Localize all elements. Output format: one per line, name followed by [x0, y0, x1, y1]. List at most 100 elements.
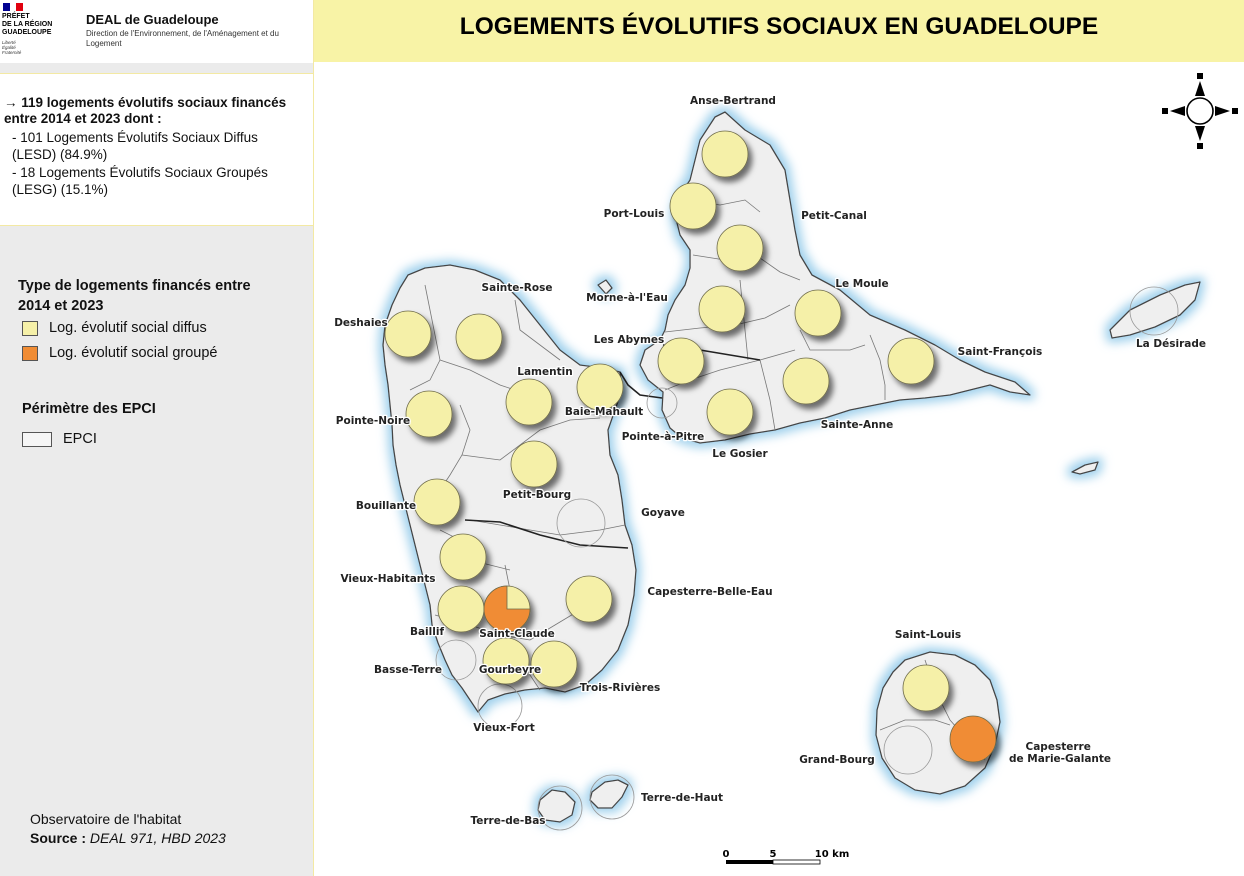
marker-goyave-empty [556, 498, 606, 548]
label-anse-bertrand: Anse-Bertrand [690, 95, 776, 107]
prefecture-name: PRÉFET DE LA RÉGION GUADELOUPE [2, 13, 52, 37]
symbol-saint-louis [902, 664, 950, 712]
north-arrow-n [1195, 81, 1205, 96]
symbol-les-abymes [657, 337, 705, 385]
symbol-baillif [437, 585, 485, 633]
sidebar-panel: PRÉFET DE LA RÉGION GUADELOUPE Liberté É… [0, 0, 314, 876]
label-grand-bourg: Grand-Bourg [799, 754, 875, 766]
epci-line [619, 371, 663, 399]
prefecture-line-1: PRÉFET [2, 13, 30, 20]
boundary-line [879, 719, 951, 731]
epci-legend-title: Périmètre des EPCI [22, 401, 156, 417]
scale-bar: 0 5 10 km [723, 849, 849, 865]
label-basse-terre: Basse-Terre [374, 664, 442, 676]
label-baie-mahault: Baie-Mahault [565, 406, 643, 418]
label-petit-bourg: Petit-Bourg [503, 489, 571, 501]
north-arrow-s [1195, 126, 1205, 141]
symbol-saint-claude-groupe [483, 585, 531, 633]
legend-title: Type de logements financés entre 2014 et… [18, 278, 251, 314]
symbol-saint-claude [483, 585, 531, 633]
label-sainte-anne: Sainte-Anne [821, 419, 893, 431]
label-goyave: Goyave [641, 507, 685, 519]
label-la-desirade: La Désirade [1136, 338, 1206, 350]
map-svg: Anse-Bertrand Port-Louis Petit-Canal Mor… [333, 73, 1238, 865]
motto-line-3: Fraternité [2, 50, 22, 55]
observatory-label: Observatoire de l'habitat [30, 811, 182, 827]
label-pointe-noire: Pointe-Noire [336, 415, 410, 427]
symbol-deshaies [384, 310, 432, 358]
terre-de-bas-island [537, 789, 576, 823]
label-petit-canal: Petit-Canal [801, 210, 867, 222]
scale-label-5: 5 [770, 849, 777, 860]
label-le-moule: Le Moule [835, 278, 888, 290]
label-le-gosier: Le Gosier [712, 448, 768, 460]
label-capesterre-belle-eau: Capesterre-Belle-Eau [647, 586, 772, 598]
labels-layer: Anse-Bertrand Port-Louis Petit-Canal Mor… [333, 94, 1207, 829]
source-footer: Observatoire de l'habitat Source : DEAL … [30, 810, 226, 848]
symbol-le-moule [794, 289, 842, 337]
legend-swatch-groupe [22, 345, 38, 361]
label-saint-claude: Saint-Claude [479, 628, 555, 640]
symbol-petit-bourg [510, 440, 558, 488]
boundary-line [439, 359, 516, 391]
summary-item-lesg: - 18 Logements Évolutifs Sociaux Groupés… [12, 165, 268, 197]
boundary-line [759, 359, 776, 431]
symbol-saint-francois [887, 337, 935, 385]
motto-line-1: Liberté [2, 40, 16, 45]
symbol-morne-a-l-eau [698, 285, 746, 333]
label-terre-de-bas: Terre-de-Bas [470, 815, 545, 827]
petite-terre-island [1071, 461, 1099, 475]
symbol-capesterre-belle-eau [565, 575, 613, 623]
symbol-sainte-anne [782, 357, 830, 405]
label-terre-de-haut: Terre-de-Haut [641, 792, 723, 804]
legend-label-diffus: Log. évolutif social diffus [49, 320, 207, 336]
org-title: DEAL de Guadeloupe [86, 12, 219, 27]
source-label: Source : [30, 830, 90, 846]
republic-motto: Liberté Égalité Fraternité [2, 40, 21, 55]
source-value: DEAL 971, HBD 2023 [89, 830, 226, 846]
label-pointe-a-pitre: Pointe-à-Pitre [622, 431, 705, 443]
label-port-louis: Port-Louis [604, 208, 665, 220]
boundary-line [461, 417, 601, 461]
label-gourbeyre: Gourbeyre [479, 664, 541, 676]
label-baillif: Baillif [410, 626, 444, 638]
legend-swatch-epci [22, 431, 52, 447]
scale-bar-segment-2 [772, 859, 821, 865]
ilet-guadeloupe [597, 279, 613, 295]
symbol-anse-bertrand [701, 130, 749, 178]
prefecture-line-2: DE LA RÉGION [2, 21, 53, 28]
title-band: LOGEMENTS ÉVOLUTIFS SOCIAUX EN GUADELOUP… [314, 0, 1244, 62]
north-arrow-tick-n [1197, 73, 1203, 79]
scale-label-0: 0 [723, 849, 730, 860]
legend-swatch-diffus [22, 320, 38, 336]
marker-basse-terre-empty [435, 639, 477, 681]
marker-terre-de-bas-empty [537, 785, 583, 831]
symbol-gourbeyre [482, 637, 530, 685]
symbol-petit-canal [716, 224, 764, 272]
symbol-capesterre-marie-galante [949, 715, 997, 763]
north-arrow-tick-e [1232, 108, 1238, 114]
label-vieux-habitants: Vieux-Habitants [340, 573, 435, 585]
label-deshaies: Deshaies [334, 317, 388, 329]
label-saint-louis: Saint-Louis [895, 629, 961, 641]
symbol-le-gosier [706, 388, 754, 436]
marker-pointe-a-pitre-empty [646, 387, 678, 419]
legend-label-groupe: Log. évolutif social groupé [49, 345, 218, 361]
north-arrow-tick-w [1162, 108, 1168, 114]
terre-de-haut-island [589, 779, 629, 809]
org-subtitle: Direction de l'Environnement, de l'Aména… [86, 29, 279, 48]
legend-label-epci: EPCI [63, 431, 97, 447]
symbol-port-louis [669, 182, 717, 230]
label-capesterre-mg-line2: de Marie-Galante [1009, 753, 1111, 765]
prefecture-line-3: GUADELOUPE [2, 29, 52, 36]
north-arrow-tick-s [1197, 143, 1203, 149]
map-canvas: Anse-Bertrand Port-Louis Petit-Canal Mor… [314, 62, 1244, 876]
legend-item-groupe: Log. évolutif social groupé [22, 345, 217, 361]
label-capesterre-marie-galante: Capesterre de Marie-Galante [1009, 741, 1111, 765]
symbol-trois-rivieres [530, 640, 578, 688]
symbol-vieux-habitants [439, 533, 487, 581]
label-les-abymes: Les Abymes [594, 334, 665, 346]
label-sainte-rose: Sainte-Rose [482, 282, 553, 294]
north-arrow-ring [1186, 97, 1214, 125]
symbol-pointe-noire [405, 390, 453, 438]
